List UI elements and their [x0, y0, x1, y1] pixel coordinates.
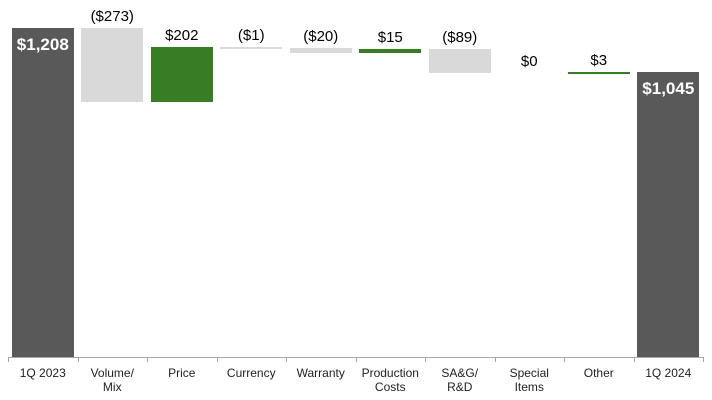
- x-axis-tick: [147, 357, 148, 362]
- value-label-volume-mix: ($273): [90, 8, 134, 25]
- bar-production-costs: [359, 49, 422, 54]
- x-axis-label-production-costs: Production Costs: [361, 366, 419, 394]
- x-axis-label-currency: Currency: [226, 366, 276, 380]
- bar-volume-mix: [81, 28, 144, 103]
- bar-currency: [220, 47, 283, 49]
- x-axis-tick: [356, 357, 357, 362]
- value-label-currency: ($1): [237, 27, 265, 45]
- x-axis-tick: [703, 357, 704, 362]
- x-axis-tick: [634, 357, 635, 362]
- value-label-other: $3: [590, 52, 608, 70]
- value-label-special-items: $0: [520, 53, 538, 71]
- value-label-1q-2024: $1,045: [642, 79, 695, 99]
- value-label-sa-g-r-d: ($89): [442, 29, 478, 46]
- x-axis-tick: [564, 357, 565, 362]
- x-axis-tick: [286, 357, 287, 362]
- x-axis-label-1q-2024: 1Q 2024: [645, 366, 692, 380]
- x-axis-tick: [495, 357, 496, 362]
- bar-other: [567, 72, 630, 74]
- x-axis-label-special-items: Special Items: [509, 366, 549, 394]
- x-axis-label-1q-2023: 1Q 2023: [19, 366, 66, 380]
- x-axis-label-price: Price: [168, 366, 196, 380]
- value-label-1q-2023: $1,208: [16, 35, 69, 54]
- bar-warranty: [289, 47, 352, 53]
- bar-sa-g-r-d: [428, 49, 491, 74]
- x-axis-tick: [217, 357, 218, 362]
- bar-1q-2023: [11, 28, 74, 357]
- x-axis-tick: [8, 357, 9, 362]
- bar-price: [150, 47, 213, 103]
- x-axis-label-warranty: Warranty: [296, 366, 345, 380]
- bar-1q-2024: [637, 72, 700, 357]
- value-label-price: $202: [165, 27, 199, 45]
- value-label-warranty: ($20): [303, 27, 339, 45]
- x-axis-label-sa-g-r-d: SA&G/ R&D: [441, 366, 479, 394]
- x-axis-tick: [78, 357, 79, 362]
- x-axis-label-other: Other: [583, 366, 614, 380]
- value-label-production-costs: $15: [377, 29, 403, 46]
- x-axis-tick: [425, 357, 426, 362]
- x-axis-label-volume-mix: Volume/ Mix: [90, 366, 134, 394]
